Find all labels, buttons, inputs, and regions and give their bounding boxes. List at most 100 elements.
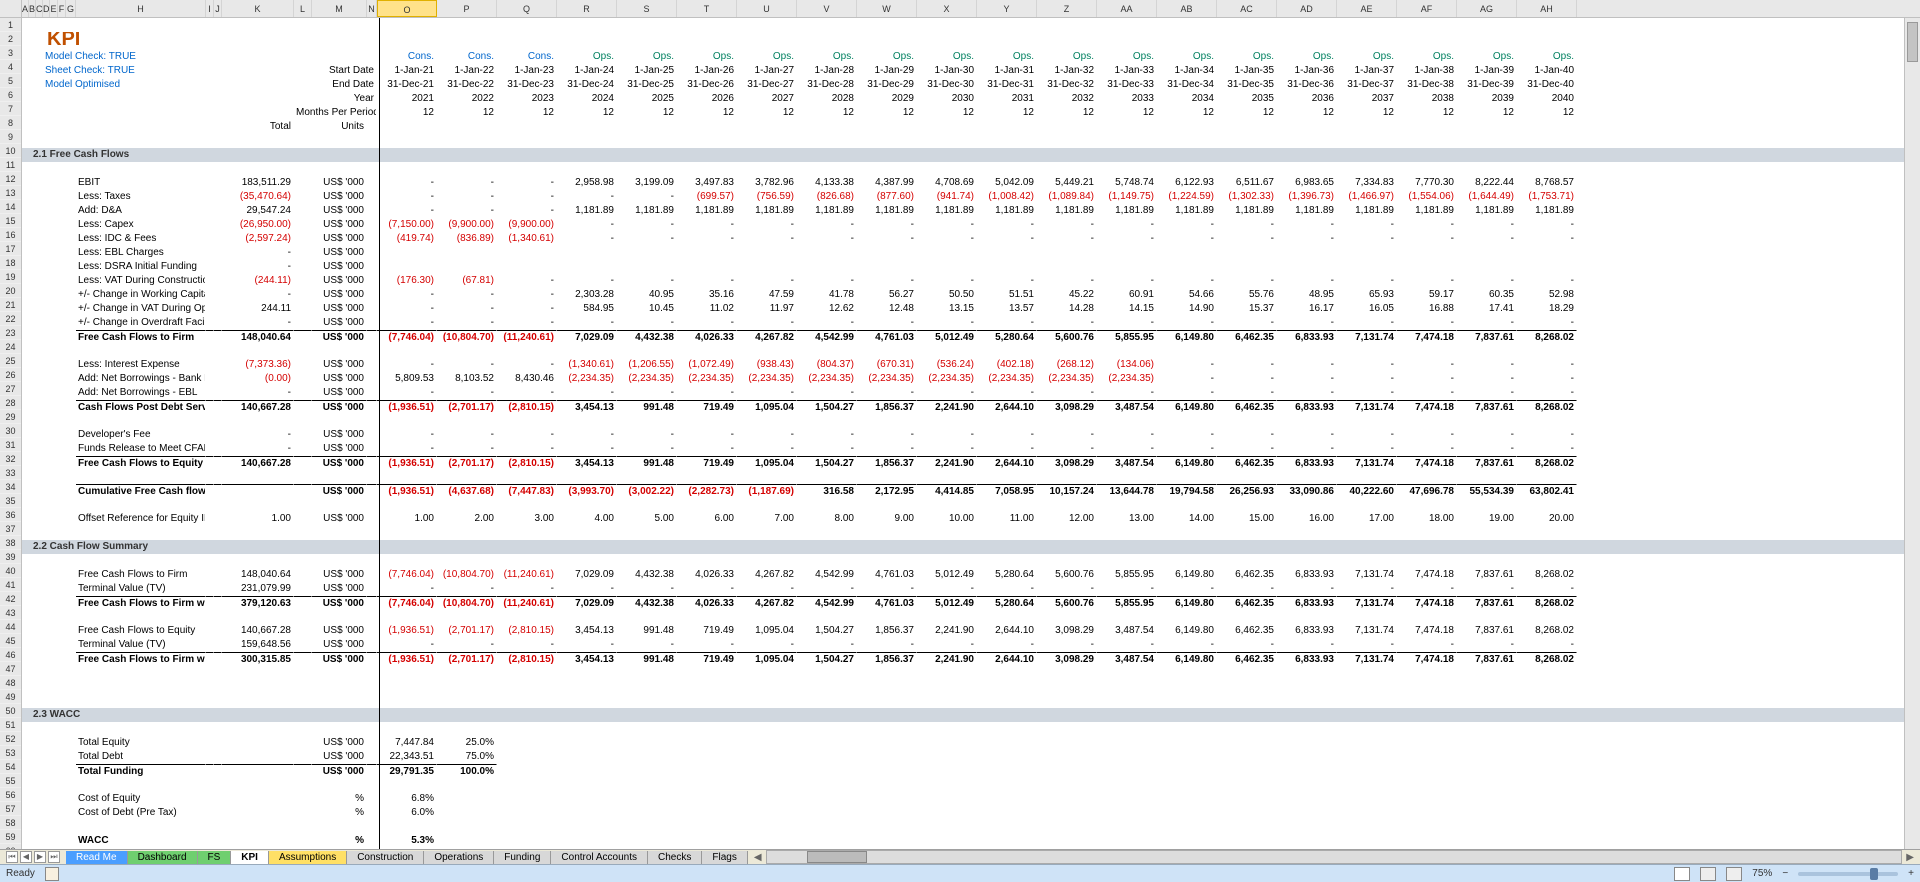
cell[interactable]: 40.95	[617, 288, 677, 302]
row-header[interactable]: 52	[0, 732, 21, 746]
cell[interactable]: 31-Dec-21	[377, 78, 437, 92]
cell[interactable]: -	[1397, 218, 1457, 232]
cell[interactable]: (2,234.35)	[797, 372, 857, 386]
cell[interactable]: 7,131.74	[1337, 330, 1397, 344]
cell[interactable]: Offset Reference for Equity IRR	[76, 512, 206, 526]
cell[interactable]: 7,474.18	[1397, 330, 1457, 344]
cell[interactable]: US$ '000	[312, 316, 367, 330]
cell[interactable]: Ops.	[1097, 50, 1157, 64]
column-header-Z[interactable]: Z	[1037, 0, 1097, 17]
column-header-C[interactable]: C	[36, 0, 43, 17]
cell[interactable]: 2.1 Free Cash Flows	[29, 148, 1577, 162]
cell[interactable]: -	[377, 204, 437, 218]
cell[interactable]: Ops.	[1517, 50, 1577, 64]
cell[interactable]: 300,315.85	[222, 652, 294, 666]
cell[interactable]: -	[1097, 274, 1157, 288]
row-header[interactable]: 34	[0, 480, 21, 494]
cell[interactable]: 5,012.49	[917, 596, 977, 610]
cell[interactable]: 12	[497, 106, 557, 120]
cell[interactable]: 12	[557, 106, 617, 120]
cell[interactable]: -	[617, 232, 677, 246]
cell[interactable]: -	[557, 190, 617, 204]
cell[interactable]: 5,748.74	[1097, 176, 1157, 190]
row-header[interactable]: 12	[0, 172, 21, 186]
cell[interactable]: -	[497, 442, 557, 456]
cell[interactable]: -	[1517, 358, 1577, 372]
cell[interactable]: 8,268.02	[1517, 652, 1577, 666]
cell[interactable]: -	[737, 638, 797, 652]
cell[interactable]	[377, 246, 437, 260]
cell[interactable]: 7.00	[737, 512, 797, 526]
cell[interactable]: 991.48	[617, 456, 677, 470]
hscroll-right-icon[interactable]: ▶	[1906, 852, 1914, 863]
cell[interactable]: %	[312, 806, 367, 820]
cell[interactable]: 10,157.24	[1037, 484, 1097, 498]
cell[interactable]	[977, 260, 1037, 274]
zoom-slider[interactable]	[1798, 872, 1898, 876]
cell[interactable]: 31-Dec-30	[917, 78, 977, 92]
cell[interactable]: 5,855.95	[1097, 596, 1157, 610]
cell[interactable]: (11,240.61)	[497, 568, 557, 582]
row-header[interactable]: 11	[0, 158, 21, 172]
cell[interactable]: 4,708.69	[917, 176, 977, 190]
cell[interactable]: 4.00	[557, 512, 617, 526]
cell[interactable]: Ops.	[797, 50, 857, 64]
cell[interactable]: 1-Jan-40	[1517, 64, 1577, 78]
cell[interactable]: 7,474.18	[1397, 624, 1457, 638]
cell[interactable]: 6,833.93	[1277, 596, 1337, 610]
cell[interactable]: 6.0%	[377, 806, 437, 820]
cell[interactable]: 6.8%	[377, 792, 437, 806]
column-header-AH[interactable]: AH	[1517, 0, 1577, 17]
cell[interactable]: (1,936.51)	[377, 624, 437, 638]
cell[interactable]	[1097, 246, 1157, 260]
cell[interactable]: (1,072.49)	[677, 358, 737, 372]
cell[interactable]: 7,837.61	[1457, 652, 1517, 666]
cell[interactable]: -	[977, 218, 1037, 232]
cell[interactable]: -	[917, 274, 977, 288]
cell[interactable]: -	[557, 638, 617, 652]
cell[interactable]: -	[737, 316, 797, 330]
column-header-AD[interactable]: AD	[1277, 0, 1337, 17]
cell[interactable]: 1,856.37	[857, 652, 917, 666]
cell[interactable]: 47.59	[737, 288, 797, 302]
cell[interactable]: (1,340.61)	[557, 358, 617, 372]
row-header[interactable]: 59	[0, 830, 21, 844]
cell[interactable]: 4,133.38	[797, 176, 857, 190]
cell[interactable]: 52.98	[1517, 288, 1577, 302]
cell[interactable]: -	[557, 218, 617, 232]
cell[interactable]: -	[1517, 386, 1577, 400]
cell[interactable]	[917, 260, 977, 274]
zoom-in-icon[interactable]: +	[1908, 868, 1914, 879]
cell[interactable]: US$ '000	[312, 260, 367, 274]
cell[interactable]	[1397, 246, 1457, 260]
cell[interactable]: -	[1337, 218, 1397, 232]
cell[interactable]: 1,856.37	[857, 456, 917, 470]
cell[interactable]: 2034	[1157, 92, 1217, 106]
row-header[interactable]: 57	[0, 802, 21, 816]
cell[interactable]	[617, 260, 677, 274]
cell[interactable]: (7,746.04)	[377, 568, 437, 582]
row-header[interactable]: 25	[0, 354, 21, 368]
cell[interactable]: 2025	[617, 92, 677, 106]
cell[interactable]: 5,449.21	[1037, 176, 1097, 190]
cell[interactable]	[617, 246, 677, 260]
cell[interactable]: 12.48	[857, 302, 917, 316]
cell[interactable]: 6,462.35	[1217, 596, 1277, 610]
cell[interactable]: 1-Jan-27	[737, 64, 797, 78]
cell[interactable]: -	[917, 638, 977, 652]
cell[interactable]: 7,131.74	[1337, 624, 1397, 638]
cell[interactable]: -	[377, 386, 437, 400]
cell[interactable]: -	[1457, 218, 1517, 232]
cell[interactable]: 2.00	[437, 512, 497, 526]
cell[interactable]	[1157, 246, 1217, 260]
cell[interactable]: 56.27	[857, 288, 917, 302]
row-header[interactable]: 16	[0, 228, 21, 242]
cell[interactable]: 6,149.80	[1157, 330, 1217, 344]
cell[interactable]: -	[1217, 386, 1277, 400]
cell[interactable]: -	[1037, 218, 1097, 232]
cell[interactable]	[557, 260, 617, 274]
cell[interactable]: Less: Capex	[76, 218, 206, 232]
cell[interactable]: 1-Jan-31	[977, 64, 1037, 78]
cell[interactable]: (826.68)	[797, 190, 857, 204]
sheet-tab-control-accounts[interactable]: Control Accounts	[551, 851, 648, 864]
